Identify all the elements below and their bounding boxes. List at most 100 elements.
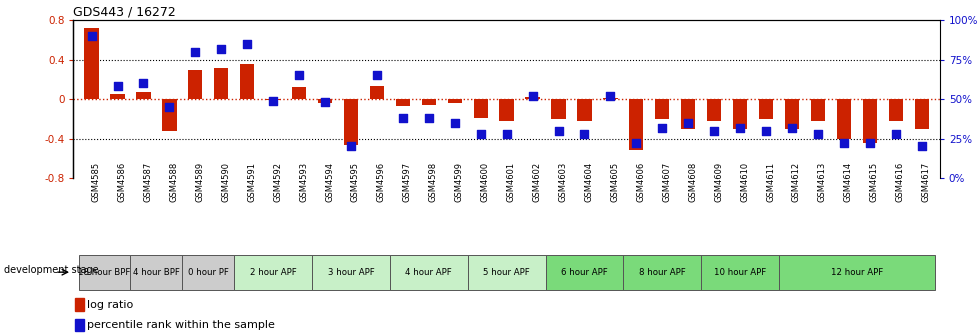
Text: GSM4594: GSM4594 <box>325 162 333 202</box>
Point <box>680 120 695 126</box>
Text: GSM4611: GSM4611 <box>765 162 775 202</box>
Bar <box>422 99 435 105</box>
Text: GSM4610: GSM4610 <box>739 162 748 202</box>
Text: GSM4592: GSM4592 <box>273 162 282 202</box>
Bar <box>499 99 513 121</box>
Text: 18 hour BPF: 18 hour BPF <box>78 268 131 277</box>
Point <box>628 141 644 146</box>
FancyBboxPatch shape <box>130 255 182 290</box>
Point <box>421 115 436 121</box>
Text: GSM4591: GSM4591 <box>247 162 256 202</box>
Bar <box>214 68 228 99</box>
Text: GSM4604: GSM4604 <box>584 162 593 202</box>
Bar <box>602 98 617 99</box>
Text: GSM4585: GSM4585 <box>92 162 101 202</box>
Point <box>576 131 592 136</box>
Bar <box>111 94 124 99</box>
Bar <box>343 99 358 144</box>
FancyBboxPatch shape <box>467 255 545 290</box>
Point <box>912 144 928 149</box>
Point <box>887 131 903 136</box>
Point <box>317 99 333 105</box>
FancyBboxPatch shape <box>78 255 130 290</box>
Bar <box>162 99 176 131</box>
Point <box>213 46 229 51</box>
Text: GSM4615: GSM4615 <box>868 162 878 202</box>
Point <box>472 131 488 136</box>
Text: GSM4607: GSM4607 <box>661 162 671 202</box>
Text: GSM4614: GSM4614 <box>843 162 852 202</box>
Text: GSM4596: GSM4596 <box>377 162 385 202</box>
Text: GSM4598: GSM4598 <box>428 162 437 202</box>
Point <box>653 125 669 130</box>
Text: GSM4608: GSM4608 <box>688 162 696 202</box>
Point <box>757 128 773 133</box>
Bar <box>240 64 254 99</box>
Text: development stage: development stage <box>4 265 98 275</box>
FancyBboxPatch shape <box>312 255 389 290</box>
Point <box>447 120 463 126</box>
Point <box>861 141 876 146</box>
Bar <box>862 99 876 142</box>
Bar <box>577 99 591 121</box>
FancyBboxPatch shape <box>182 255 234 290</box>
Point <box>110 84 125 89</box>
Text: 0 hour PF: 0 hour PF <box>188 268 229 277</box>
Bar <box>629 99 643 151</box>
Text: GSM4599: GSM4599 <box>455 162 464 202</box>
FancyBboxPatch shape <box>623 255 700 290</box>
Text: 4 hour APF: 4 hour APF <box>405 268 452 277</box>
Text: GSM4602: GSM4602 <box>532 162 541 202</box>
Text: GSM4617: GSM4617 <box>920 162 930 202</box>
Bar <box>733 99 746 129</box>
Text: GDS443 / 16272: GDS443 / 16272 <box>73 6 176 19</box>
Bar <box>758 99 773 119</box>
Point <box>395 115 411 121</box>
Text: 6 hour APF: 6 hour APF <box>560 268 607 277</box>
Text: GSM4616: GSM4616 <box>895 162 904 202</box>
Text: 2 hour APF: 2 hour APF <box>249 268 296 277</box>
Bar <box>551 99 565 119</box>
Bar <box>84 28 99 99</box>
Text: 12 hour APF: 12 hour APF <box>830 268 882 277</box>
Bar <box>525 97 539 99</box>
Point <box>265 98 281 103</box>
Bar <box>318 99 332 103</box>
Text: GSM4612: GSM4612 <box>791 162 800 202</box>
Text: GSM4606: GSM4606 <box>636 162 645 202</box>
FancyBboxPatch shape <box>545 255 623 290</box>
Bar <box>395 99 410 106</box>
Text: GSM4600: GSM4600 <box>480 162 489 202</box>
Point <box>240 41 255 47</box>
Point <box>524 93 540 99</box>
Bar <box>706 99 721 121</box>
FancyBboxPatch shape <box>700 255 778 290</box>
Bar <box>473 99 487 118</box>
Bar <box>810 99 824 121</box>
FancyBboxPatch shape <box>778 255 934 290</box>
Text: 10 hour APF: 10 hour APF <box>713 268 766 277</box>
Text: GSM4609: GSM4609 <box>713 162 723 202</box>
Point <box>550 128 565 133</box>
Point <box>783 125 799 130</box>
Text: GSM4586: GSM4586 <box>117 162 126 202</box>
FancyBboxPatch shape <box>389 255 467 290</box>
Point <box>601 93 617 99</box>
Bar <box>888 99 902 121</box>
Point <box>161 104 177 110</box>
Bar <box>75 298 84 311</box>
Point <box>835 141 851 146</box>
Text: 8 hour APF: 8 hour APF <box>639 268 685 277</box>
Point <box>732 125 747 130</box>
Text: 3 hour APF: 3 hour APF <box>328 268 374 277</box>
Text: GSM4601: GSM4601 <box>506 162 515 202</box>
Bar <box>447 99 462 103</box>
Point <box>498 131 513 136</box>
Bar <box>188 70 202 99</box>
Text: GSM4589: GSM4589 <box>196 162 204 202</box>
Bar <box>784 99 798 129</box>
Text: GSM4590: GSM4590 <box>221 162 230 202</box>
FancyBboxPatch shape <box>234 255 312 290</box>
Point <box>84 33 100 39</box>
Bar <box>836 99 850 139</box>
